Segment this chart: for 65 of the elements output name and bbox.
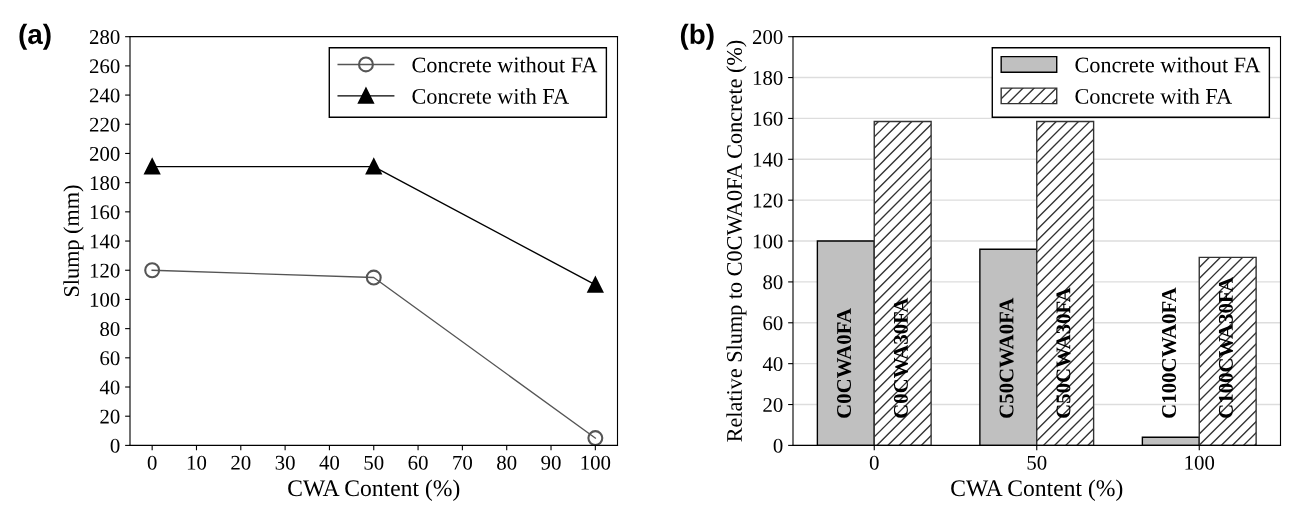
- y-tick-label: 80: [100, 322, 120, 337]
- bar: [1036, 120, 1095, 446]
- x-tick-label: 60: [408, 455, 428, 470]
- y-tick-label: 180: [90, 176, 120, 191]
- x-axis-title: CWA Content (%): [951, 479, 1123, 501]
- annotation: C50CWA0FA: [999, 297, 1014, 418]
- y-tick-label: 140: [753, 152, 783, 167]
- x-tick-label: 20: [231, 455, 251, 470]
- x-tick-label: 0: [147, 455, 157, 470]
- y-tick-label: 220: [89, 117, 120, 132]
- x-tick-label: 10: [187, 455, 207, 470]
- point: [144, 262, 161, 279]
- annotation: C100CWA30FA: [1218, 277, 1234, 418]
- y-tick-label: 180: [753, 70, 783, 85]
- annotation: C50CWA30FA: [1056, 287, 1071, 418]
- y-tick-label: 20: [763, 397, 783, 412]
- y-tick-label: 240: [89, 88, 120, 103]
- y-tick-label: 160: [753, 111, 783, 126]
- x-tick-label: 50: [364, 455, 384, 470]
- x-tick-label: 0: [869, 455, 879, 470]
- y-tick-label: 0: [773, 438, 783, 453]
- y-tick-label: 80: [763, 275, 783, 290]
- x-tick-label: 100: [1185, 455, 1215, 470]
- y-tick-label: 200: [752, 30, 783, 45]
- x-axis-title: CWA Content (%): [288, 479, 460, 501]
- y-tick-label: 20: [100, 409, 120, 424]
- point: [365, 158, 382, 175]
- y-tick-label: 120: [90, 263, 120, 278]
- y-tick-label: 140: [90, 234, 120, 249]
- legend-label: Concrete without FA: [1075, 56, 1261, 73]
- y-tick-label: 120: [753, 193, 783, 208]
- chart-title: (b): [680, 23, 714, 50]
- y-tick-label: 100: [90, 292, 120, 307]
- bar: [873, 120, 932, 446]
- y-tick-label: 280: [89, 30, 120, 45]
- legend-label: Concrete without FA: [412, 56, 598, 73]
- y-tick-label: 160: [90, 205, 120, 220]
- annotation: C0CWA0FA: [836, 308, 852, 418]
- y-tick-label: 0: [110, 438, 120, 453]
- point: [365, 269, 382, 286]
- y-axis-title: Slump (mm): [63, 185, 84, 297]
- x-tick-label: 70: [453, 455, 473, 470]
- x-tick-label: 30: [275, 455, 295, 470]
- y-tick-label: 200: [89, 146, 120, 161]
- point: [144, 158, 161, 175]
- y-tick-label: 60: [100, 351, 120, 366]
- y-tick-label: 40: [99, 380, 120, 395]
- legend-label: Concrete with FA: [1075, 88, 1232, 104]
- x-tick-label: 40: [319, 455, 340, 470]
- y-tick-label: 260: [89, 59, 120, 74]
- x-tick-label: 90: [541, 455, 561, 470]
- point: [587, 276, 604, 293]
- chart-title: (a): [19, 23, 51, 50]
- annotation: C100CWA0FA: [1161, 287, 1177, 418]
- y-axis-title: Relative Slump to C0CWA0FA Concrete (%): [726, 40, 747, 442]
- x-tick-label: 100: [581, 455, 611, 470]
- y-tick-label: 100: [753, 234, 783, 249]
- legend-label: Concrete with FA: [412, 88, 569, 104]
- bar: [1198, 256, 1257, 446]
- x-tick-label: 80: [497, 455, 517, 470]
- point: [587, 430, 604, 447]
- y-tick-label: 40: [762, 357, 783, 372]
- annotation: C0CWA30FA: [893, 297, 909, 418]
- x-tick-label: 50: [1027, 455, 1047, 470]
- y-tick-label: 60: [763, 316, 783, 331]
